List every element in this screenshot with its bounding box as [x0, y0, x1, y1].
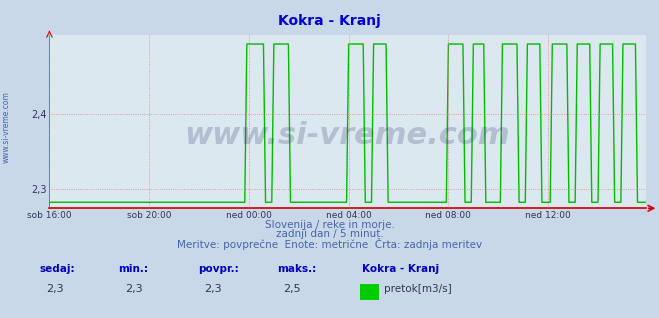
Text: povpr.:: povpr.: [198, 264, 239, 274]
Text: 2,3: 2,3 [125, 284, 143, 294]
Text: zadnji dan / 5 minut.: zadnji dan / 5 minut. [275, 229, 384, 239]
Text: sedaj:: sedaj: [40, 264, 75, 274]
Text: maks.:: maks.: [277, 264, 316, 274]
Text: Meritve: povprečne  Enote: metrične  Črta: zadnja meritev: Meritve: povprečne Enote: metrične Črta:… [177, 238, 482, 250]
Text: pretok[m3/s]: pretok[m3/s] [384, 284, 451, 294]
Text: Kokra - Kranj: Kokra - Kranj [362, 264, 440, 274]
Text: min.:: min.: [119, 264, 149, 274]
Text: Slovenija / reke in morje.: Slovenija / reke in morje. [264, 220, 395, 230]
Text: www.si-vreme.com: www.si-vreme.com [2, 91, 11, 163]
Text: 2,3: 2,3 [46, 284, 64, 294]
Text: 2,3: 2,3 [204, 284, 222, 294]
Text: 2,5: 2,5 [283, 284, 301, 294]
Text: Kokra - Kranj: Kokra - Kranj [278, 14, 381, 28]
Text: www.si-vreme.com: www.si-vreme.com [185, 121, 511, 150]
